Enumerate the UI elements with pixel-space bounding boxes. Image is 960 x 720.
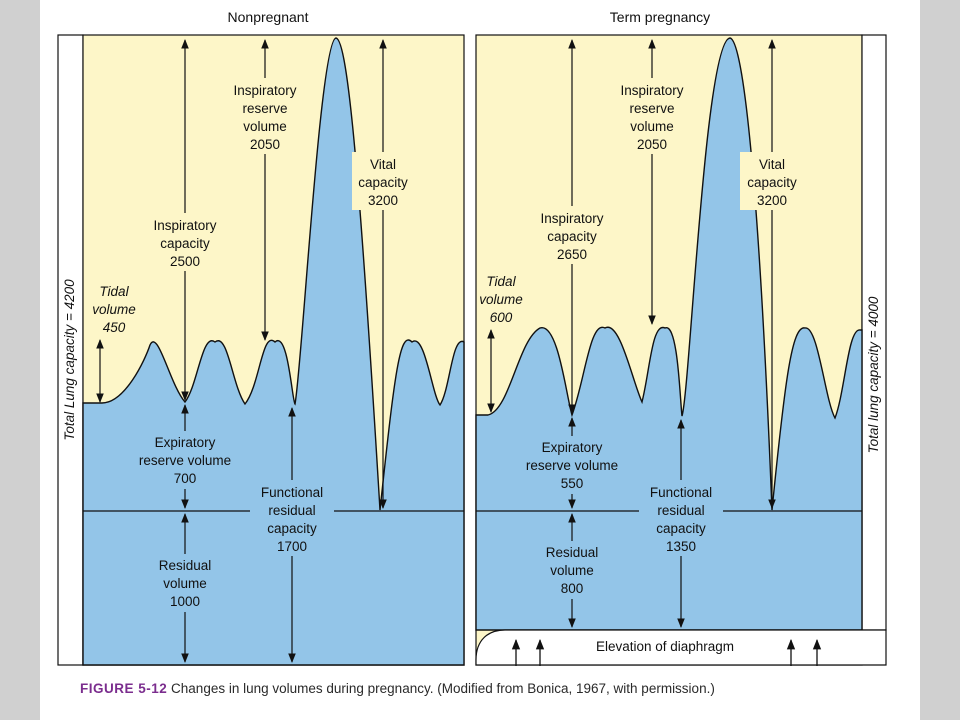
svg-text:capacity: capacity [160,236,210,251]
total-lung-capacity-label-right: Total lung capacity = 4000 [866,296,881,453]
inspiratory-capacity-label: Inspiratory capacity 2500 [146,213,224,271]
svg-text:Inspiratory: Inspiratory [233,83,296,98]
svg-text:Vital: Vital [759,157,785,172]
figure-caption: FIGURE 5-12 Changes in lung volumes duri… [80,681,940,696]
svg-text:1000: 1000 [170,594,200,609]
total-capacity-bar [57,34,84,666]
diaphragm-region [475,629,887,666]
lung-volumes-figure: Nonpregnant Total Lung capacity = 4200 T… [57,9,887,666]
svg-text:Residual: Residual [546,545,599,560]
svg-text:capacity: capacity [547,229,597,244]
svg-text:Inspiratory: Inspiratory [620,83,683,98]
tidal-volume-label: Tidal volume 450 [92,284,136,335]
svg-text:reserve: reserve [629,101,674,116]
slide: Nonpregnant Total Lung capacity = 4200 T… [40,0,920,720]
svg-text:Inspiratory: Inspiratory [153,218,216,233]
svg-text:2050: 2050 [637,137,667,152]
svg-text:volume: volume [479,292,523,307]
svg-text:Residual: Residual [159,558,212,573]
svg-text:600: 600 [490,310,513,325]
diaphragm-arrows [511,638,822,666]
svg-text:1700: 1700 [277,539,307,554]
svg-text:3200: 3200 [757,193,787,208]
nonpregnant-title: Nonpregnant [228,9,309,25]
svg-text:residual: residual [268,503,315,518]
svg-text:Inspiratory: Inspiratory [540,211,603,226]
inspiratory-reserve-label-right: Inspiratory reserve volume 2050 [613,78,691,154]
svg-text:capacity: capacity [747,175,797,190]
svg-text:reserve volume: reserve volume [526,458,618,473]
term-pregnancy-title: Term pregnancy [610,9,710,25]
svg-text:volume: volume [163,576,207,591]
svg-text:1350: 1350 [666,539,696,554]
svg-text:Vital: Vital [370,157,396,172]
figure-number: FIGURE 5-12 [80,681,168,696]
svg-text:reserve: reserve [242,101,287,116]
svg-text:Total Lung capacity = 4200: Total Lung capacity = 4200 [62,279,77,441]
diaphragm-label: Elevation of diaphragm [596,639,734,654]
svg-text:Tidal: Tidal [99,284,129,299]
svg-text:capacity: capacity [656,521,706,536]
svg-text:volume: volume [243,119,287,134]
residual-volume-label: Residual volume 1000 [150,554,220,612]
svg-text:800: 800 [561,581,584,596]
svg-text:450: 450 [103,320,126,335]
svg-text:2500: 2500 [170,254,200,269]
residual-volume-label-right: Residual volume 800 [537,541,607,599]
svg-text:volume: volume [92,302,136,317]
svg-text:capacity: capacity [358,175,408,190]
vital-capacity-label: Vital capacity 3200 [352,152,414,210]
caption-text: Changes in lung volumes during pregnancy… [171,681,715,696]
inspiratory-capacity-label-right: Inspiratory capacity 2650 [533,206,611,264]
expiratory-reserve-label-right: Expiratory reserve volume 550 [517,436,627,494]
expiratory-reserve-label: Expiratory reserve volume 700 [130,431,240,489]
svg-text:volume: volume [550,563,594,578]
inspiratory-reserve-label: Inspiratory reserve volume 2050 [226,78,304,154]
vital-capacity-label-right: Vital capacity 3200 [740,152,804,210]
svg-text:3200: 3200 [368,193,398,208]
term-pregnancy-panel: Term pregnancy Total lung capacity = 400… [475,9,887,666]
svg-text:residual: residual [657,503,704,518]
total-capacity-bar-right [861,34,887,631]
svg-text:volume: volume [630,119,674,134]
svg-text:2050: 2050 [250,137,280,152]
nonpregnant-panel: Nonpregnant Total Lung capacity = 4200 T… [57,9,465,666]
svg-text:Expiratory: Expiratory [155,435,216,450]
functional-residual-label: Functional residual capacity 1700 [250,480,334,556]
functional-residual-label-right: Functional residual capacity 1350 [639,480,723,556]
svg-text:Functional: Functional [650,485,712,500]
svg-text:Total lung capacity = 4000: Total lung capacity = 4000 [866,296,881,453]
svg-text:700: 700 [174,471,197,486]
nonpregnant-volume-wave [82,37,465,666]
svg-text:550: 550 [561,476,584,491]
svg-text:Expiratory: Expiratory [542,440,603,455]
tidal-volume-label-right: Tidal volume 600 [479,274,523,325]
svg-text:Functional: Functional [261,485,323,500]
svg-text:2650: 2650 [557,247,587,262]
svg-text:Tidal: Tidal [486,274,516,289]
svg-text:reserve volume: reserve volume [139,453,231,468]
svg-text:capacity: capacity [267,521,317,536]
total-lung-capacity-label: Total Lung capacity = 4200 [62,279,77,441]
